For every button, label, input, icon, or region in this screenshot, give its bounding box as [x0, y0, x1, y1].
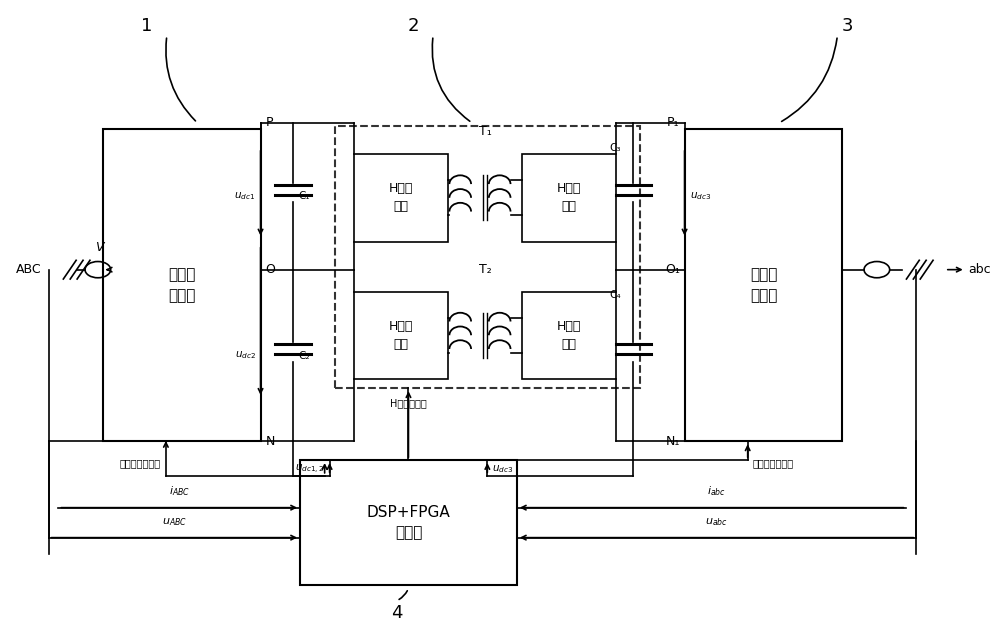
- Text: N: N: [265, 435, 275, 448]
- Text: T₁: T₁: [479, 125, 491, 139]
- Text: 1: 1: [141, 17, 153, 35]
- Text: $i_{ABC}$: $i_{ABC}$: [169, 484, 190, 498]
- Text: H桥控制脉冲: H桥控制脉冲: [390, 398, 427, 408]
- Text: $i_{abc}$: $i_{abc}$: [707, 484, 726, 498]
- Text: 3: 3: [842, 17, 853, 35]
- Text: 三电平控制脉冲: 三电平控制脉冲: [120, 458, 161, 468]
- Text: C₁: C₁: [298, 191, 310, 201]
- Bar: [103, 129, 261, 441]
- Text: 两电平控制脉冲: 两电平控制脉冲: [753, 458, 794, 468]
- Text: H桥变
换器: H桥变 换器: [389, 182, 413, 213]
- Bar: [354, 292, 448, 379]
- Text: ABC: ABC: [16, 263, 42, 276]
- Bar: [522, 292, 616, 379]
- Text: 4: 4: [391, 605, 402, 622]
- Bar: [685, 129, 842, 441]
- Text: $u_{ABC}$: $u_{ABC}$: [162, 517, 187, 529]
- Text: H桥变
换器: H桥变 换器: [557, 320, 581, 351]
- Text: abc: abc: [969, 263, 991, 276]
- Text: $u_{dc2}$: $u_{dc2}$: [235, 349, 256, 361]
- Text: $u_{abc}$: $u_{abc}$: [705, 517, 728, 529]
- Text: $u_{dc3}$: $u_{dc3}$: [492, 463, 514, 475]
- Text: H桥变
换器: H桥变 换器: [557, 182, 581, 213]
- Text: 2: 2: [408, 17, 419, 35]
- Bar: [335, 126, 640, 388]
- Text: T₂: T₂: [479, 263, 491, 276]
- Text: N₁: N₁: [665, 435, 680, 448]
- Text: H桥变
换器: H桥变 换器: [389, 320, 413, 351]
- Text: $u_{dc1}$: $u_{dc1}$: [234, 191, 256, 202]
- Bar: [354, 154, 448, 242]
- Text: $u_{dc1,2}$: $u_{dc1,2}$: [295, 463, 325, 476]
- Bar: [522, 154, 616, 242]
- Text: 三电平
整流器: 三电平 整流器: [168, 267, 195, 303]
- Text: P: P: [265, 116, 273, 129]
- Text: V: V: [95, 241, 103, 254]
- Text: C₃: C₃: [610, 143, 621, 153]
- Text: C₂: C₂: [298, 351, 310, 361]
- Text: DSP+FPGA
控制板: DSP+FPGA 控制板: [367, 505, 450, 541]
- Text: C₄: C₄: [610, 290, 621, 299]
- Text: P₁: P₁: [667, 116, 680, 129]
- Text: 两电平
逆变器: 两电平 逆变器: [750, 267, 777, 303]
- Text: $u_{dc3}$: $u_{dc3}$: [690, 191, 711, 202]
- Text: O₁: O₁: [665, 263, 680, 276]
- Text: O: O: [265, 263, 275, 276]
- Bar: [300, 460, 517, 585]
